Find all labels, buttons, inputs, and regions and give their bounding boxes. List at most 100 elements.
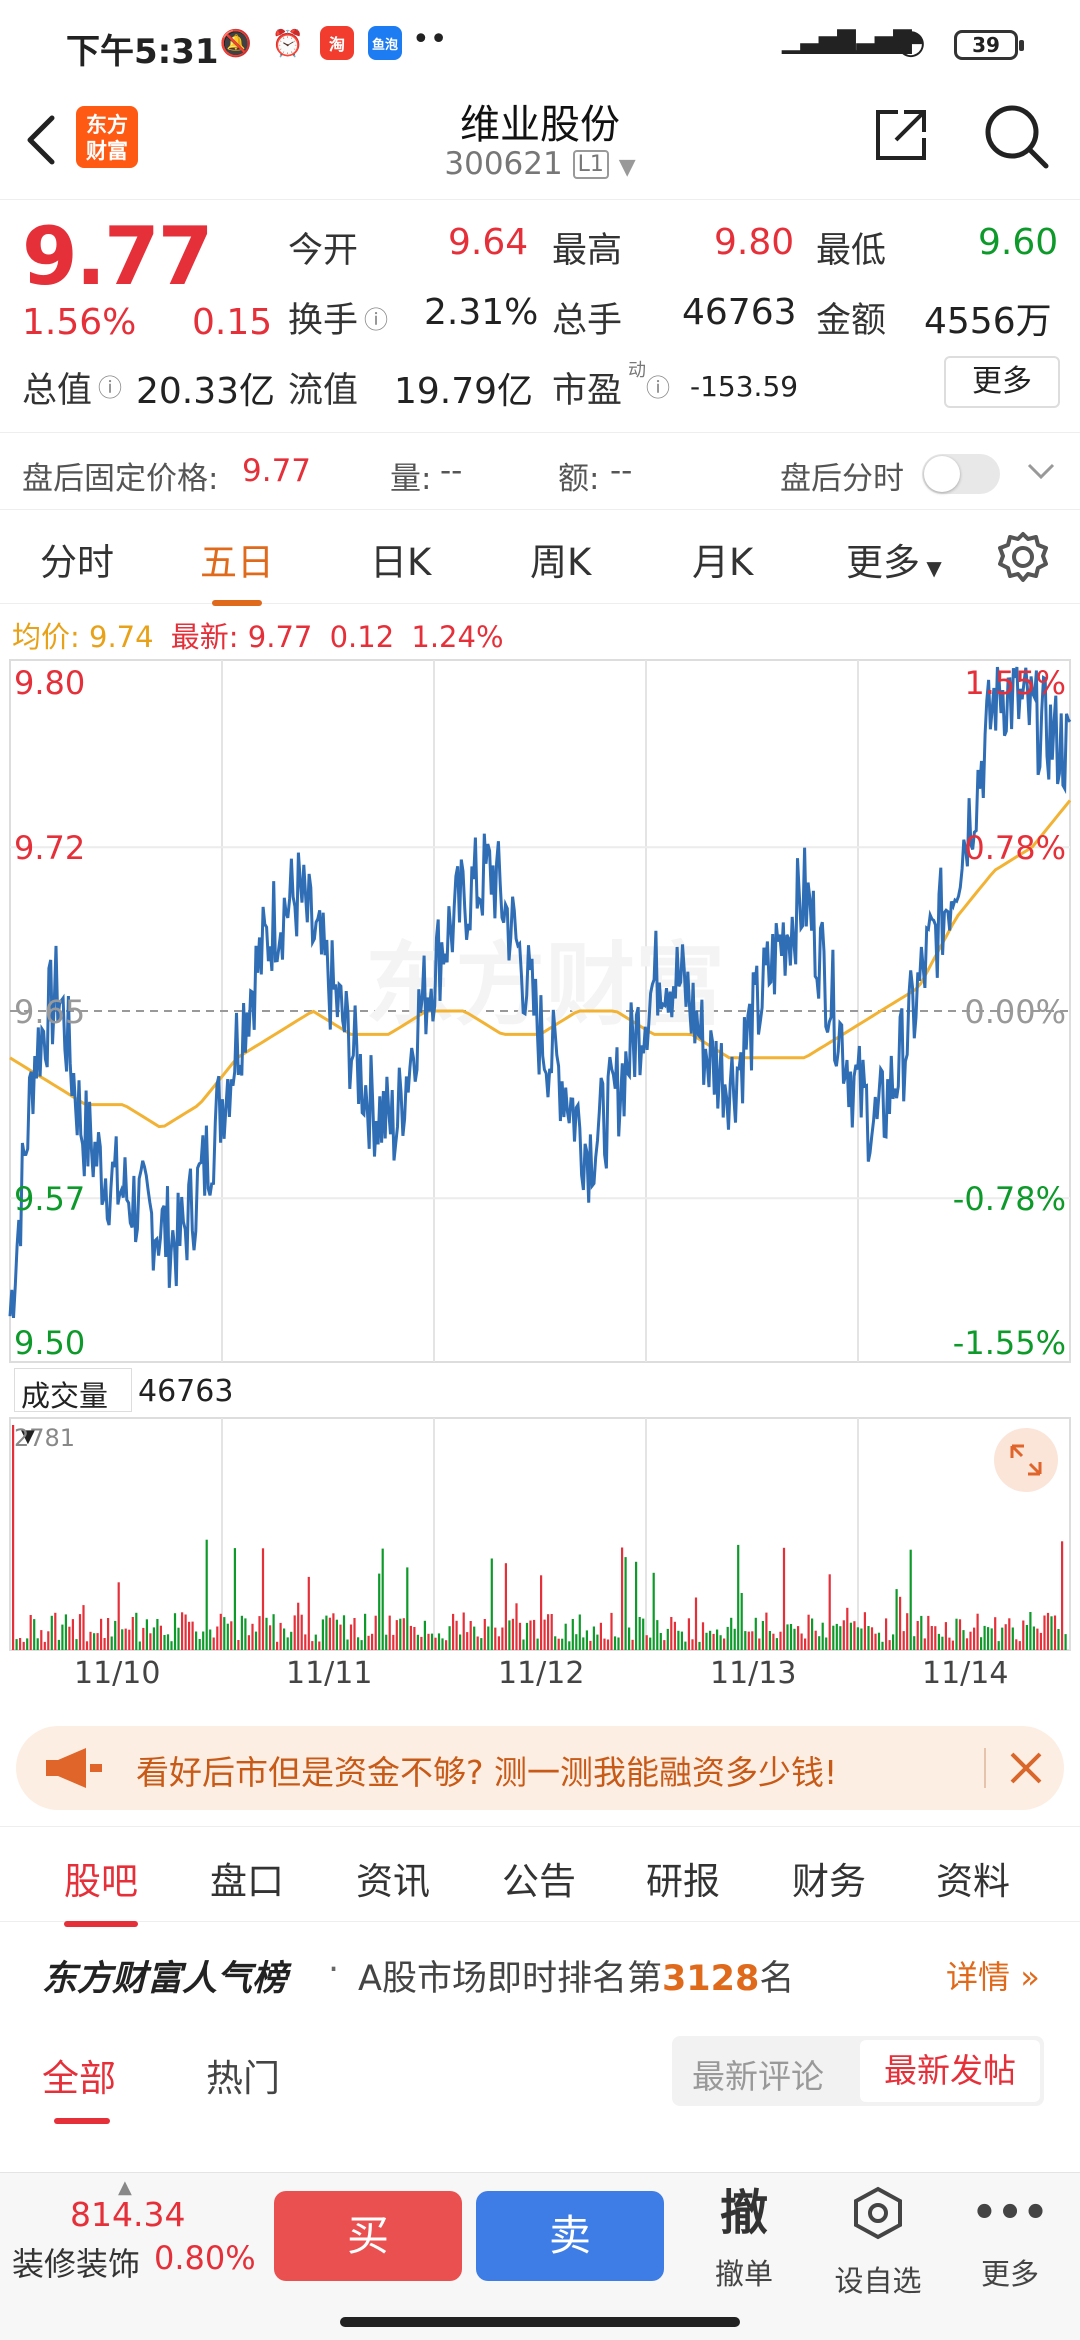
tab-more[interactable]: 更多 ▼ [846, 532, 942, 586]
info-icon-2[interactable]: ⓘ [98, 374, 122, 402]
volume-bar [860, 1628, 863, 1650]
volume-bar [1004, 1624, 1007, 1650]
volume-bar [188, 1621, 191, 1650]
tab-profile[interactable]: 资料 [936, 1860, 1010, 1903]
volume-bar [723, 1638, 726, 1650]
volume-bar [103, 1638, 106, 1650]
volume-bar [899, 1596, 902, 1650]
tab-day-k[interactable]: 日K [370, 541, 432, 584]
filter-all[interactable]: 全部 [42, 2057, 116, 2100]
volume-bar [202, 1631, 205, 1650]
tab-five-day[interactable]: 五日 [200, 532, 274, 606]
ah-amt-label: 额: [558, 461, 600, 497]
volume-bar [173, 1613, 177, 1650]
volume-bar [811, 1618, 814, 1650]
volume-bar [814, 1630, 817, 1650]
tab-guba[interactable]: 股吧 [64, 1851, 138, 1927]
more-menu-button[interactable]: ••• 更多 [950, 2183, 1070, 2293]
stock-code[interactable]: 300621 L1 ▼ [0, 146, 1080, 182]
price-tick-label: 9.80 [14, 664, 85, 702]
volume-bar [223, 1617, 226, 1650]
volume-bar [12, 1425, 15, 1650]
volume-bar [448, 1626, 451, 1650]
amount-label: 金额 [816, 301, 887, 341]
volume-bar [357, 1637, 360, 1650]
index-pct: 0.80% [154, 2239, 256, 2277]
volume-bar [54, 1612, 57, 1650]
volume-bar [395, 1620, 398, 1650]
rank-prefix: A股市场即时排名第 [358, 1959, 662, 1999]
volume-bar [332, 1613, 335, 1650]
volume-bar [177, 1627, 180, 1650]
back-icon[interactable] [20, 112, 60, 168]
info-icon-3[interactable]: ⓘ [646, 374, 670, 402]
rank-detail-link[interactable]: 详情 » [946, 1952, 1040, 1998]
volume-bar [40, 1630, 43, 1650]
volume-bar [944, 1622, 947, 1650]
sell-button[interactable]: 卖 [476, 2191, 664, 2281]
price-chart[interactable]: 东方财富 9.80 1.55%9.72 0.78%9.65 0.00%9.57 -0.7… [0, 656, 1080, 1366]
volume-bar [82, 1605, 85, 1650]
share-icon[interactable] [870, 104, 932, 166]
tab-announcements[interactable]: 公告 [502, 1860, 576, 1903]
sort-latest-comment[interactable]: 最新评论 [692, 2057, 824, 2096]
popularity-rank[interactable]: 东方财富人气榜 · A股市场即时排名第3128名 详情 » [0, 1922, 1080, 2022]
volume-bar [26, 1638, 29, 1650]
volume-bar [913, 1636, 916, 1650]
latest-value: 9.77 [247, 620, 313, 654]
price-tick-label: 9.57 [14, 1180, 85, 1218]
expand-icon[interactable] [994, 1428, 1058, 1492]
volume-bar [740, 1593, 743, 1650]
volume-bar [892, 1634, 895, 1650]
low-label: 最低 [816, 231, 887, 271]
volume-bar [649, 1637, 652, 1650]
watchlist-label: 设自选 [834, 2264, 922, 2298]
sort-latest-post[interactable]: 最新发帖 [860, 2040, 1040, 2102]
ah-timeshare-toggle[interactable] [922, 454, 1000, 494]
volume-bar [445, 1640, 448, 1650]
tab-timeshare[interactable]: 分时 [40, 541, 114, 584]
rank-detail-label: 详情 [946, 1958, 1011, 1996]
close-icon[interactable] [1006, 1748, 1046, 1788]
volume-bar [698, 1641, 701, 1650]
add-watchlist-button[interactable]: 设自选 [818, 2183, 938, 2300]
volume-bar [990, 1628, 993, 1650]
volume-bar [469, 1621, 472, 1650]
taobao-icon: 淘 [320, 26, 354, 60]
volume-bar [321, 1619, 324, 1650]
tab-research[interactable]: 研报 [646, 1860, 720, 1903]
buy-button[interactable]: 买 [274, 2191, 462, 2281]
tab-pankou[interactable]: 盘口 [210, 1860, 284, 1903]
gear-icon[interactable] [996, 530, 1050, 584]
volume-chart[interactable]: 2781 [0, 1416, 1080, 1652]
home-indicator[interactable] [340, 2317, 740, 2327]
more-button[interactable]: 更多 [944, 356, 1060, 408]
tab-month-k[interactable]: 月K [692, 541, 754, 584]
volume-selector[interactable]: 成交量 ▼ [14, 1368, 132, 1447]
tab-week-k[interactable]: 周K [530, 541, 592, 584]
search-icon[interactable] [982, 102, 1052, 172]
tab-finance[interactable]: 财务 [792, 1860, 866, 1903]
volume-bar [525, 1622, 529, 1650]
volume-bar [1053, 1615, 1057, 1650]
high-label: 最高 [552, 231, 623, 271]
promo-banner[interactable]: 看好后市但是资金不够? 测一测我能融资多少钱! [16, 1726, 1064, 1810]
chevron-down-icon[interactable] [1026, 461, 1056, 483]
volume-bar [212, 1637, 215, 1650]
index-value[interactable]: 814.34 [70, 2195, 186, 2234]
filter-hot[interactable]: 热门 [206, 2057, 280, 2100]
tab-news[interactable]: 资讯 [356, 1860, 430, 1903]
volume-bar [293, 1615, 296, 1650]
volume-bar [29, 1615, 32, 1650]
volume-bar [691, 1639, 694, 1650]
volume-bar [575, 1634, 578, 1650]
cancel-order-button[interactable]: 撤 撤单 [684, 2183, 804, 2293]
index-name[interactable]: 装修装饰 [12, 2245, 141, 2283]
stock-name: 维业股份 [460, 102, 620, 148]
info-icon[interactable]: ⓘ [364, 306, 388, 334]
stock-code-text: 300621 [444, 146, 563, 182]
content-tabs: 股吧 盘口 资讯 公告 研报 财务 资料 [0, 1826, 1080, 1927]
volume-bar [973, 1627, 976, 1650]
volume-bar [261, 1548, 265, 1650]
volume-bar [701, 1622, 705, 1650]
